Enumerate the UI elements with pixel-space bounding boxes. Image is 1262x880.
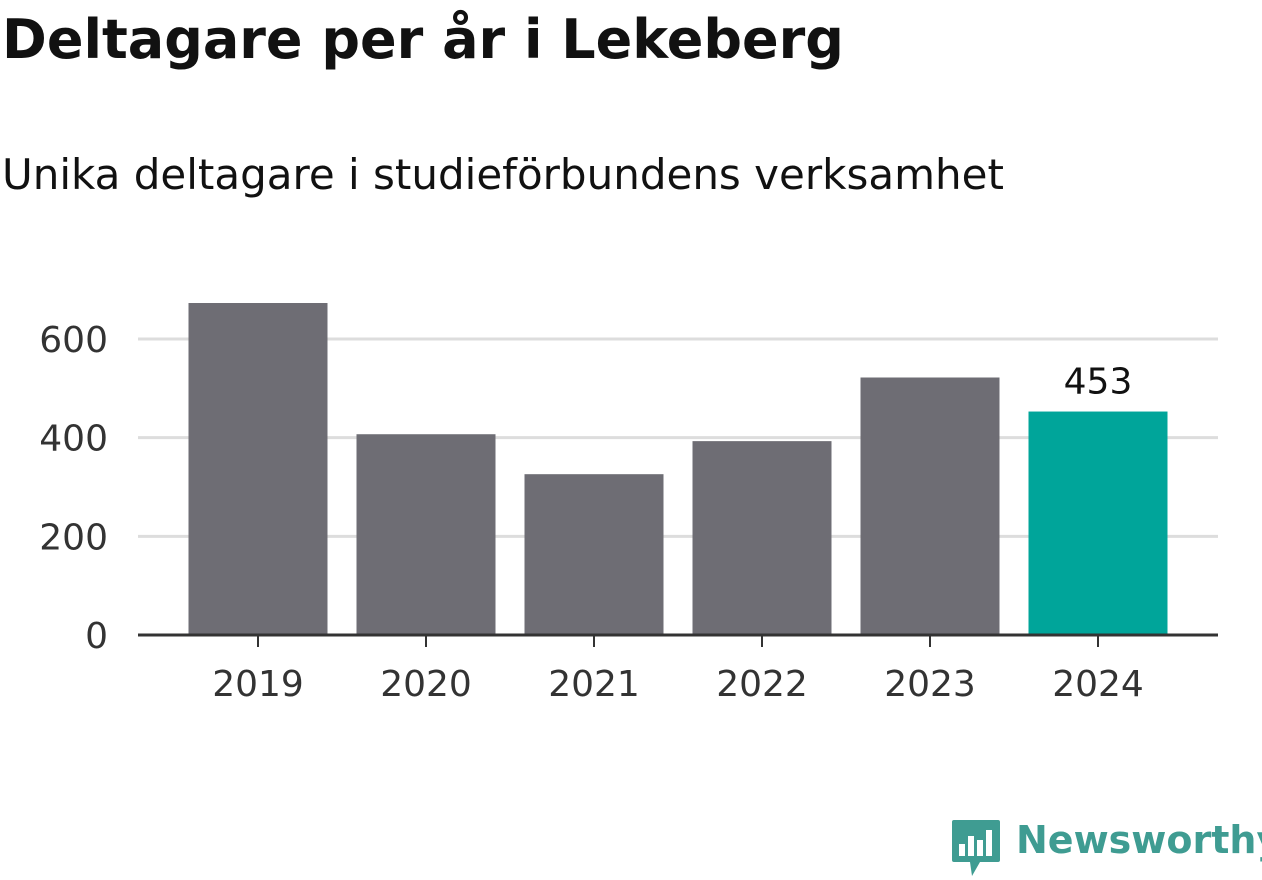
data-labels: 453 (1064, 362, 1133, 403)
y-axis-tick-labels: 0 200 400 600 (39, 320, 108, 657)
bar (188, 303, 328, 635)
y-tick-label: 400 (39, 419, 108, 460)
x-tick-label: 2020 (380, 664, 472, 705)
x-axis (138, 633, 1218, 647)
newsworthy-logo-icon (952, 820, 1000, 876)
bar (692, 441, 832, 635)
bar (356, 434, 496, 635)
y-tick-label: 600 (39, 320, 108, 361)
x-tick-label: 2019 (212, 664, 304, 705)
data-label: 453 (1064, 362, 1133, 403)
y-tick-label: 0 (85, 616, 108, 657)
chart-subtitle: Unika deltagare i studieförbundens verks… (2, 150, 1004, 199)
newsworthy-logo: Newsworthy (950, 818, 1262, 880)
brand-name: Newsworthy (1016, 818, 1262, 862)
bar (524, 474, 664, 635)
bar (1028, 411, 1168, 635)
x-tick-label: 2024 (1052, 664, 1144, 705)
x-tick-label: 2022 (716, 664, 808, 705)
x-axis-tick-labels: 2019 2020 2021 2022 2023 2024 (212, 664, 1144, 705)
x-tick-label: 2023 (884, 664, 976, 705)
x-tick-label: 2021 (548, 664, 640, 705)
bars (188, 303, 1168, 635)
chart-title: Deltagare per år i Lekeberg (2, 8, 844, 71)
y-tick-label: 200 (39, 517, 108, 558)
bar (860, 377, 1000, 635)
